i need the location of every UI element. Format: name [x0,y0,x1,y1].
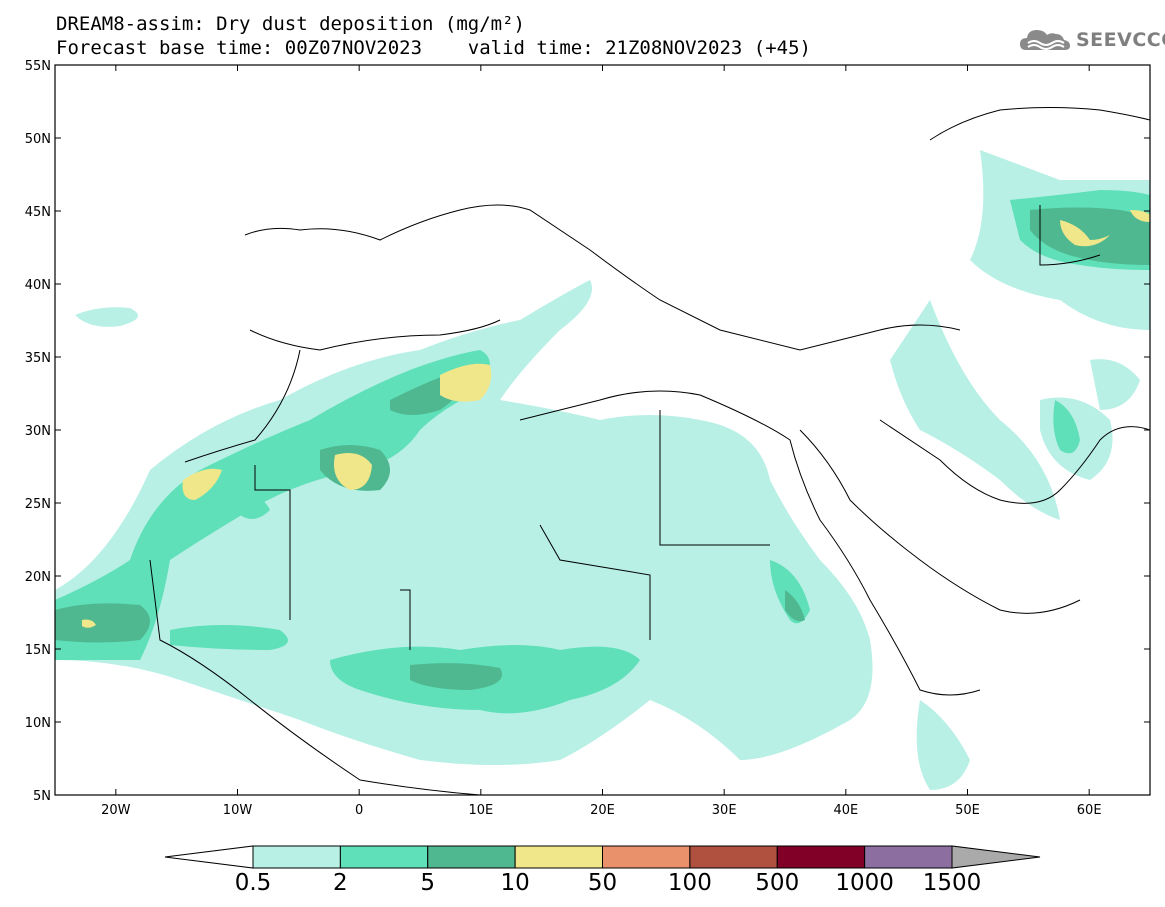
map-title: DREAM8-assim: Dry dust deposition (mg/m²… [56,13,525,35]
colorbar-low-arrow [164,845,254,869]
colorbar-swatch [514,845,603,869]
cloud-icon [1020,30,1070,50]
colorbar-label: 5 [420,870,436,896]
lat-label: 5N [33,789,51,804]
lat-label: 10N [25,716,51,731]
lon-label: 20E [590,803,615,818]
lon-label: 50E [955,803,980,818]
colorbar-label: 1000 [835,870,894,896]
colorbar-label: 100 [667,870,712,896]
lon-label: 20W [101,803,131,818]
lat-label: 50N [25,132,51,147]
lat-label: 15N [25,643,51,658]
colorbar-swatch [689,845,778,869]
dust-field [55,150,1150,790]
lon-label: 60E [1077,803,1102,818]
lat-label: 55N [25,59,51,74]
longitude-axis: 20W 10W 0 10E 20E 30E 40E 50E 60E [101,65,1102,818]
colorbar-swatch [776,845,866,869]
colorbar-high-arrow [951,845,1041,869]
colorbar-label: 1500 [922,870,982,896]
colorbar-swatch [252,845,341,869]
coastlines [149,107,1150,795]
colorbar-label: 500 [755,870,800,896]
lon-label: 40E [833,803,858,818]
lon-label: 10E [468,803,493,818]
colorbar-label: 2 [333,870,348,896]
colorbar-label: 50 [587,870,618,896]
lat-label: 30N [25,424,51,439]
colorbar [164,845,1041,869]
lat-label: 35N [25,351,51,366]
colorbar-label: 10 [500,870,530,896]
seevccc-logo: SEEVCCC [1018,24,1165,56]
map-subtitle: Forecast base time: 00Z07NOV2023 valid t… [56,37,811,59]
colorbar-swatch [864,845,953,869]
lon-label: 0 [355,803,363,818]
logo-text: SEEVCCC [1076,29,1165,51]
lat-label: 45N [25,205,51,220]
colorbar-swatch [427,845,516,869]
colorbar-label: 0.5 [234,870,272,896]
lat-label: 20N [25,570,51,585]
lat-label: 25N [25,497,51,512]
colorbar-swatch [339,845,429,869]
lon-label: 30E [712,803,737,818]
latitude-axis: 55N 50N 45N 40N 35N 30N 25N 20N 15N 10N 5N [25,59,1150,804]
lat-label: 40N [25,278,51,293]
colorbar-swatch [602,845,691,869]
lon-label: 10W [223,803,253,818]
